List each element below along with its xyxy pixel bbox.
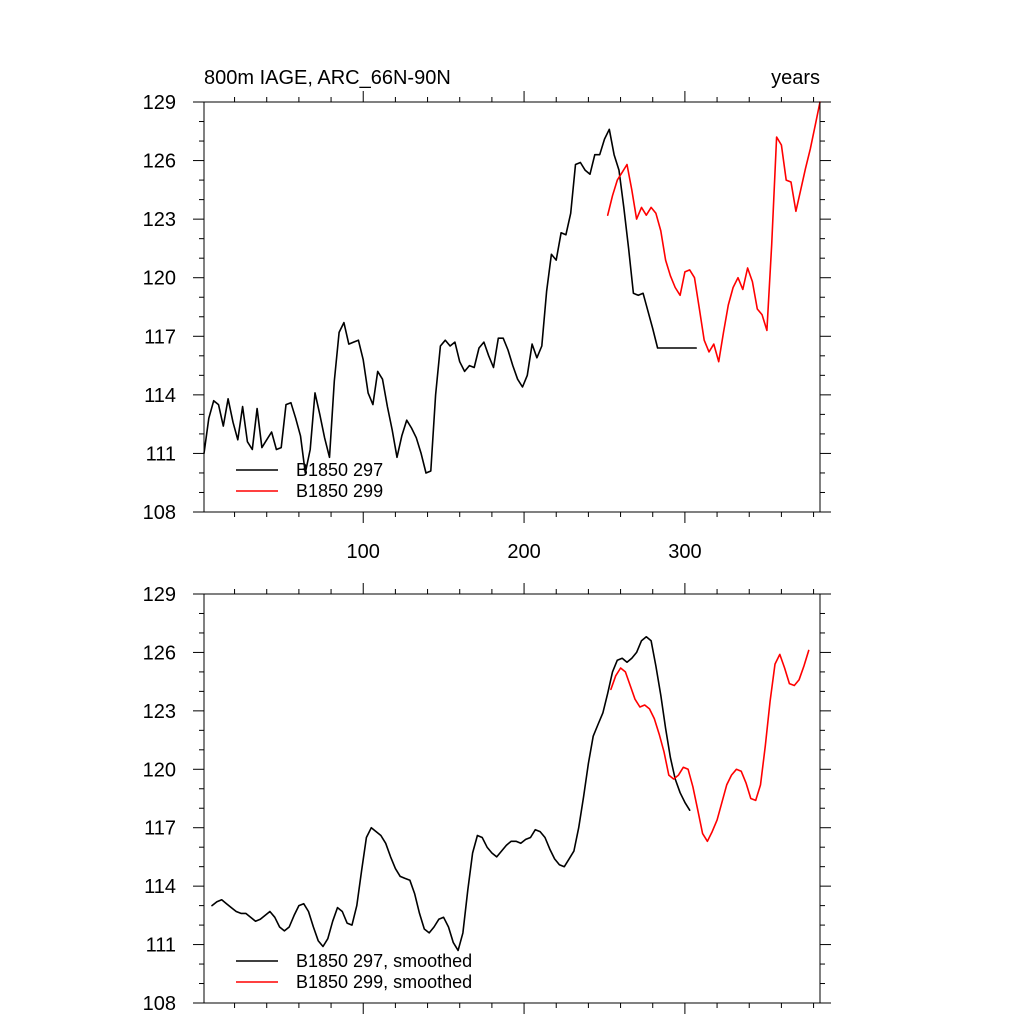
y-tick-label: 108: [143, 993, 176, 1015]
legend-label-b1850-299: B1850 299: [296, 481, 383, 501]
y-tick-label: 129: [143, 92, 176, 114]
y-tick-label: 126: [143, 151, 176, 173]
bottom-panel: 108 111 114 117 120 123 126 129 B1850 297, smoo…: [143, 583, 831, 1015]
x-tick-label: 100: [347, 541, 380, 563]
y-tick-labels: 108 111 114 117 120 123 126 129: [143, 92, 176, 524]
y-tick-label: 117: [144, 818, 176, 840]
series-line-b1850-297: [203, 128, 698, 474]
x-tick-labels: 100 200 300: [347, 541, 702, 563]
legend: B1850 297 B1850 299: [236, 460, 383, 501]
series-lines: [203, 101, 821, 474]
series-line-b1850-299: [606, 101, 821, 363]
legend-label-b1850-297-smoothed: B1850 297, smoothed: [296, 951, 472, 971]
series-lines: [211, 635, 810, 952]
y-tick-label: 108: [143, 502, 176, 524]
axis-ticks: [193, 91, 831, 523]
y-tick-label: 117: [144, 326, 176, 348]
x-tick-label: 300: [668, 541, 701, 563]
y-tick-label: 129: [143, 584, 176, 606]
series-line-b1850-299-smoothed: [610, 649, 810, 843]
y-tick-label: 111: [146, 935, 176, 957]
y-tick-label: 120: [143, 268, 176, 290]
y-tick-label: 120: [143, 759, 176, 781]
y-tick-label: 111: [146, 443, 176, 465]
y-tick-label: 123: [143, 209, 176, 231]
top-panel: 800m IAGE, ARC_66N-90N years 108 111 114 11…: [143, 67, 831, 563]
legend: B1850 297, smoothed B1850 299, smoothed: [236, 951, 472, 992]
x-tick-label: 200: [507, 541, 540, 563]
axis-ticks: [193, 583, 831, 1014]
plot-frame: [203, 593, 821, 1004]
series-line-b1850-297-smoothed: [211, 635, 691, 952]
legend-label-b1850-297: B1850 297: [296, 460, 383, 480]
panel-title-left: 800m IAGE, ARC_66N-90N: [204, 67, 451, 89]
y-tick-label: 114: [144, 385, 176, 407]
y-tick-labels: 108 111 114 117 120 123 126 129: [143, 584, 176, 1015]
y-tick-label: 126: [143, 642, 176, 664]
y-tick-label: 114: [144, 876, 176, 898]
y-tick-label: 123: [143, 701, 176, 723]
plot-frame: [203, 101, 821, 513]
panel-title-right: years: [771, 67, 820, 89]
legend-label-b1850-299-smoothed: B1850 299, smoothed: [296, 972, 472, 992]
